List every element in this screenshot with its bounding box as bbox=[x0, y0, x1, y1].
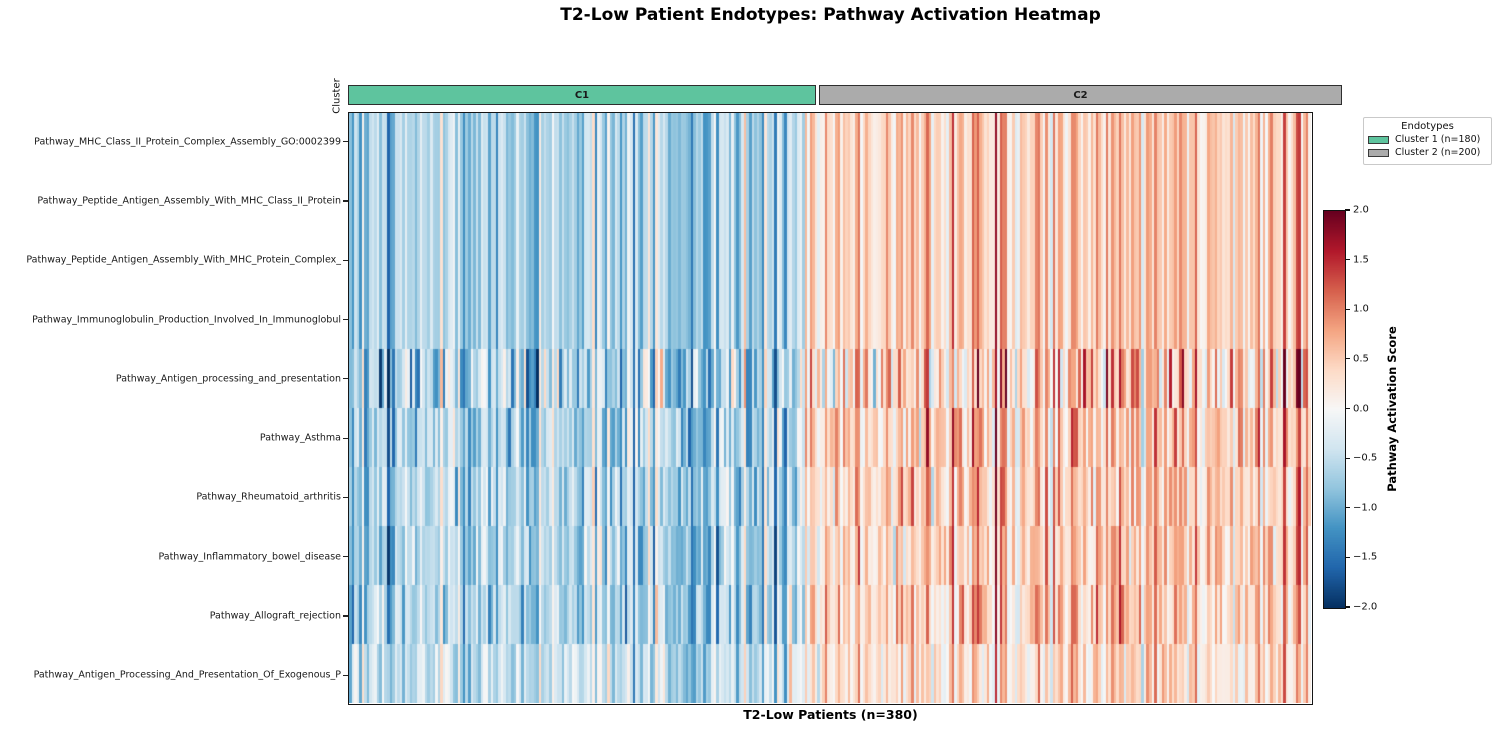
cluster2-swatch-icon bbox=[1368, 148, 1389, 157]
colorbar-tick-label: 1.0 bbox=[1353, 303, 1369, 315]
cluster-annotation-bar: C1 C2 bbox=[348, 85, 1343, 106]
row-label: Pathway_Antigen_processing_and_presentat… bbox=[115, 373, 341, 385]
legend-item-cluster2: Cluster 2 (n=200) bbox=[1368, 147, 1487, 158]
colorbar-tick-mark bbox=[1345, 358, 1350, 360]
row-label: Pathway_MHC_Class_II_Protein_Complex_Ass… bbox=[34, 136, 341, 148]
colorbar-tick-label: −1.5 bbox=[1353, 551, 1378, 563]
row-tick-mark bbox=[343, 556, 348, 558]
colorbar-tick-mark bbox=[1345, 556, 1350, 558]
colorbar-tick-mark bbox=[1345, 407, 1350, 410]
colorbar-tick-label: 0.0 bbox=[1353, 403, 1369, 414]
row-tick-mark bbox=[343, 141, 348, 143]
legend-item-cluster1-label: Cluster 1 (n=180) bbox=[1395, 134, 1481, 145]
endotypes-legend: Endotypes Cluster 1 (n=180) Cluster 2 (n… bbox=[1363, 117, 1492, 165]
heatmap-canvas bbox=[349, 113, 1311, 703]
row-tick-mark bbox=[343, 378, 348, 380]
colorbar-tick-mark bbox=[1345, 209, 1350, 211]
colorbar-tick-label: −0.5 bbox=[1353, 452, 1378, 464]
colorbar-tick-label: 0.5 bbox=[1353, 353, 1369, 365]
row-label: Pathway_Peptide_Antigen_Assembly_With_MH… bbox=[26, 254, 341, 266]
heatmap-plot-area bbox=[348, 112, 1313, 705]
row-tick-mark bbox=[343, 259, 348, 261]
colorbar-tick-mark bbox=[1345, 606, 1350, 608]
colorbar-tick-mark bbox=[1345, 507, 1350, 509]
row-tick-mark bbox=[343, 496, 348, 499]
cluster-axis-label: Cluster bbox=[331, 78, 343, 114]
row-tick-mark bbox=[343, 200, 348, 202]
legend-title: Endotypes bbox=[1401, 121, 1454, 132]
cluster-segment-c2: C2 bbox=[819, 85, 1342, 105]
cluster-segment-c2-label: C2 bbox=[1073, 89, 1088, 101]
colorbar-canvas bbox=[1324, 211, 1345, 608]
legend-item-cluster2-label: Cluster 2 (n=200) bbox=[1395, 147, 1481, 158]
colorbar-tick-label: −2.0 bbox=[1353, 601, 1378, 613]
cluster-segment-c1-label: C1 bbox=[574, 89, 590, 101]
row-label: Pathway_Rheumatoid_arthritis bbox=[196, 491, 341, 503]
row-label: Pathway_Asthma bbox=[259, 432, 341, 444]
row-label: Pathway_Inflammatory_bowel_disease bbox=[158, 551, 341, 563]
row-label: Pathway_Antigen_Processing_And_Presentat… bbox=[33, 669, 341, 681]
colorbar-tick-label: −1.0 bbox=[1353, 502, 1378, 514]
row-label: Pathway_Allograft_rejection bbox=[209, 610, 341, 622]
legend-item-cluster1: Cluster 1 (n=180) bbox=[1368, 134, 1487, 145]
row-tick-mark bbox=[343, 318, 348, 321]
colorbar-tick-mark bbox=[1345, 259, 1350, 261]
colorbar-tick-label: 1.5 bbox=[1353, 254, 1369, 266]
row-label: Pathway_Peptide_Antigen_Assembly_With_MH… bbox=[37, 195, 341, 207]
colorbar-tick-label: 2.0 bbox=[1353, 204, 1369, 216]
row-tick-mark bbox=[343, 437, 348, 439]
x-axis-label: T2-Low Patients (n=380) bbox=[743, 707, 918, 722]
row-label: Pathway_Immunoglobulin_Production_Involv… bbox=[32, 314, 341, 326]
colorbar bbox=[1323, 210, 1346, 609]
chart-title: T2-Low Patient Endotypes: Pathway Activa… bbox=[560, 5, 1101, 25]
colorbar-tick-mark bbox=[1345, 457, 1350, 459]
cluster-segment-c1: C1 bbox=[348, 85, 816, 105]
colorbar-axis-label: Pathway Activation Score bbox=[1385, 326, 1399, 492]
row-tick-mark bbox=[343, 615, 348, 617]
colorbar-tick-mark bbox=[1345, 308, 1350, 310]
cluster1-swatch-icon bbox=[1368, 135, 1389, 144]
row-tick-mark bbox=[343, 674, 348, 676]
